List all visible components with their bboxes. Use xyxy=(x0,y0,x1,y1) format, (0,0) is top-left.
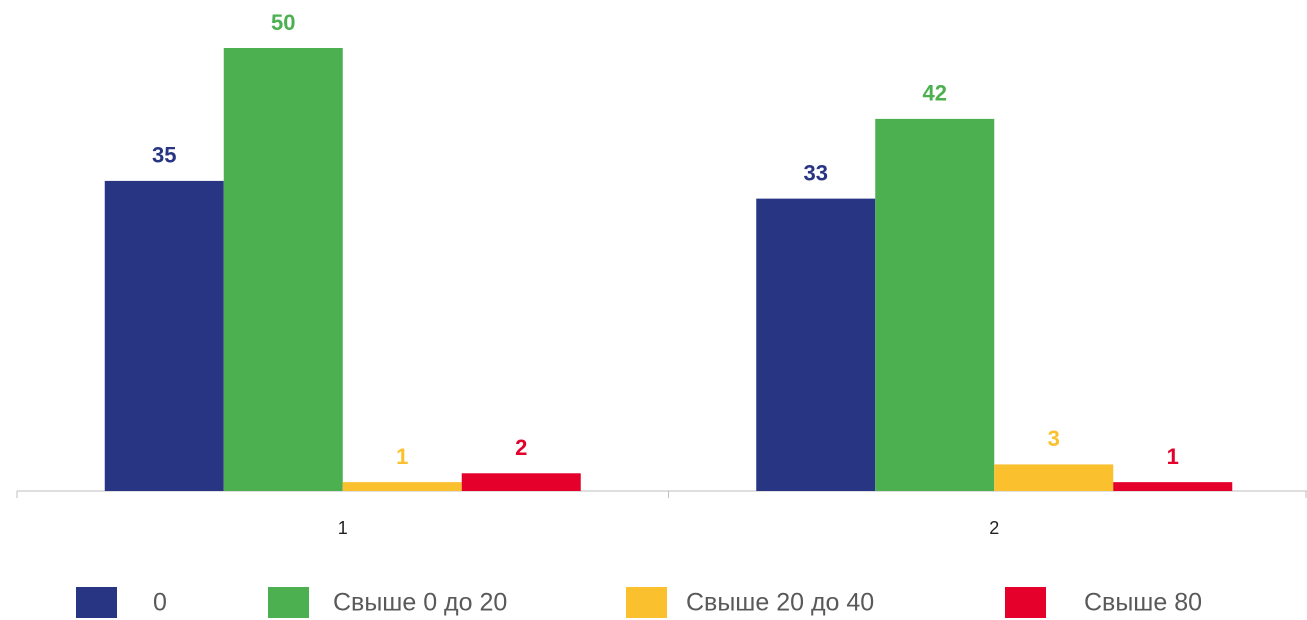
legend-swatch xyxy=(268,587,309,618)
value-label: 50 xyxy=(271,10,295,35)
value-label: 3 xyxy=(1048,426,1060,451)
bar xyxy=(1113,482,1233,491)
legend-swatch xyxy=(1005,587,1046,618)
bar xyxy=(342,482,462,491)
value-label: 1 xyxy=(396,444,408,469)
x-tick-label: 1 xyxy=(338,518,348,538)
bar xyxy=(756,198,876,491)
value-label: 1 xyxy=(1167,444,1179,469)
bar xyxy=(104,180,224,491)
bar xyxy=(223,48,343,491)
bar xyxy=(994,464,1114,491)
legend-label: Свыше 0 до 20 xyxy=(333,589,507,617)
value-label: 2 xyxy=(515,435,527,460)
value-label: 33 xyxy=(804,160,828,185)
bar xyxy=(875,118,995,491)
legend-swatch xyxy=(626,587,667,618)
value-label: 42 xyxy=(923,81,947,106)
legend-label: Свыше 20 до 40 xyxy=(686,589,874,617)
bar xyxy=(461,473,581,491)
legend-swatch xyxy=(76,587,117,618)
legend-label: Свыше 80 xyxy=(1084,589,1202,617)
legend-label: 0 xyxy=(153,589,167,617)
value-label: 35 xyxy=(152,143,176,168)
x-tick-label: 2 xyxy=(989,518,999,538)
